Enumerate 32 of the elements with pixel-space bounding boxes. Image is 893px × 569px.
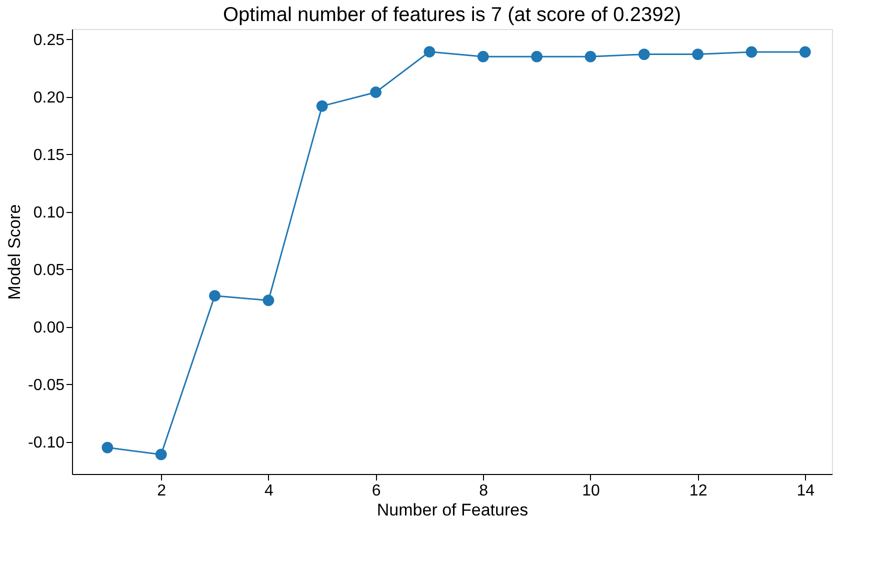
chart-title: Optimal number of features is 7 (at score of 0.2392)	[223, 4, 681, 26]
x-tick-label: 12	[689, 482, 708, 500]
point	[799, 46, 811, 58]
point	[209, 290, 220, 302]
y-tick-label: 0.05	[33, 262, 65, 279]
point	[155, 448, 167, 460]
y-axis-title: Model Score	[5, 204, 24, 300]
point	[262, 294, 274, 306]
point	[531, 50, 543, 62]
x-tick-label: 10	[582, 482, 600, 500]
y-tick-label: 0.15	[33, 146, 65, 164]
point	[424, 46, 436, 58]
point	[638, 48, 650, 60]
x-tick-label: 14	[796, 482, 815, 500]
y-tick-label: -0.05	[28, 376, 65, 394]
point	[316, 100, 328, 112]
point	[477, 50, 489, 62]
x-tick-label: 6	[372, 482, 381, 500]
point	[584, 50, 596, 62]
y-tick-label: 0.00	[33, 319, 65, 336]
x-axis-title: Number of Features	[376, 500, 528, 520]
y-tick-label: 0.25	[33, 32, 65, 49]
point	[102, 442, 114, 454]
x-tick-label: 4	[264, 482, 274, 500]
y-tick-label: 0.10	[33, 204, 65, 222]
x-tick-label: 2	[157, 482, 166, 500]
point	[370, 86, 382, 98]
point	[746, 46, 758, 58]
y-tick-label: -0.10	[28, 434, 65, 452]
y-tick-label: 0.20	[33, 89, 65, 106]
point	[692, 48, 704, 60]
x-tick-label: 8	[479, 482, 488, 500]
